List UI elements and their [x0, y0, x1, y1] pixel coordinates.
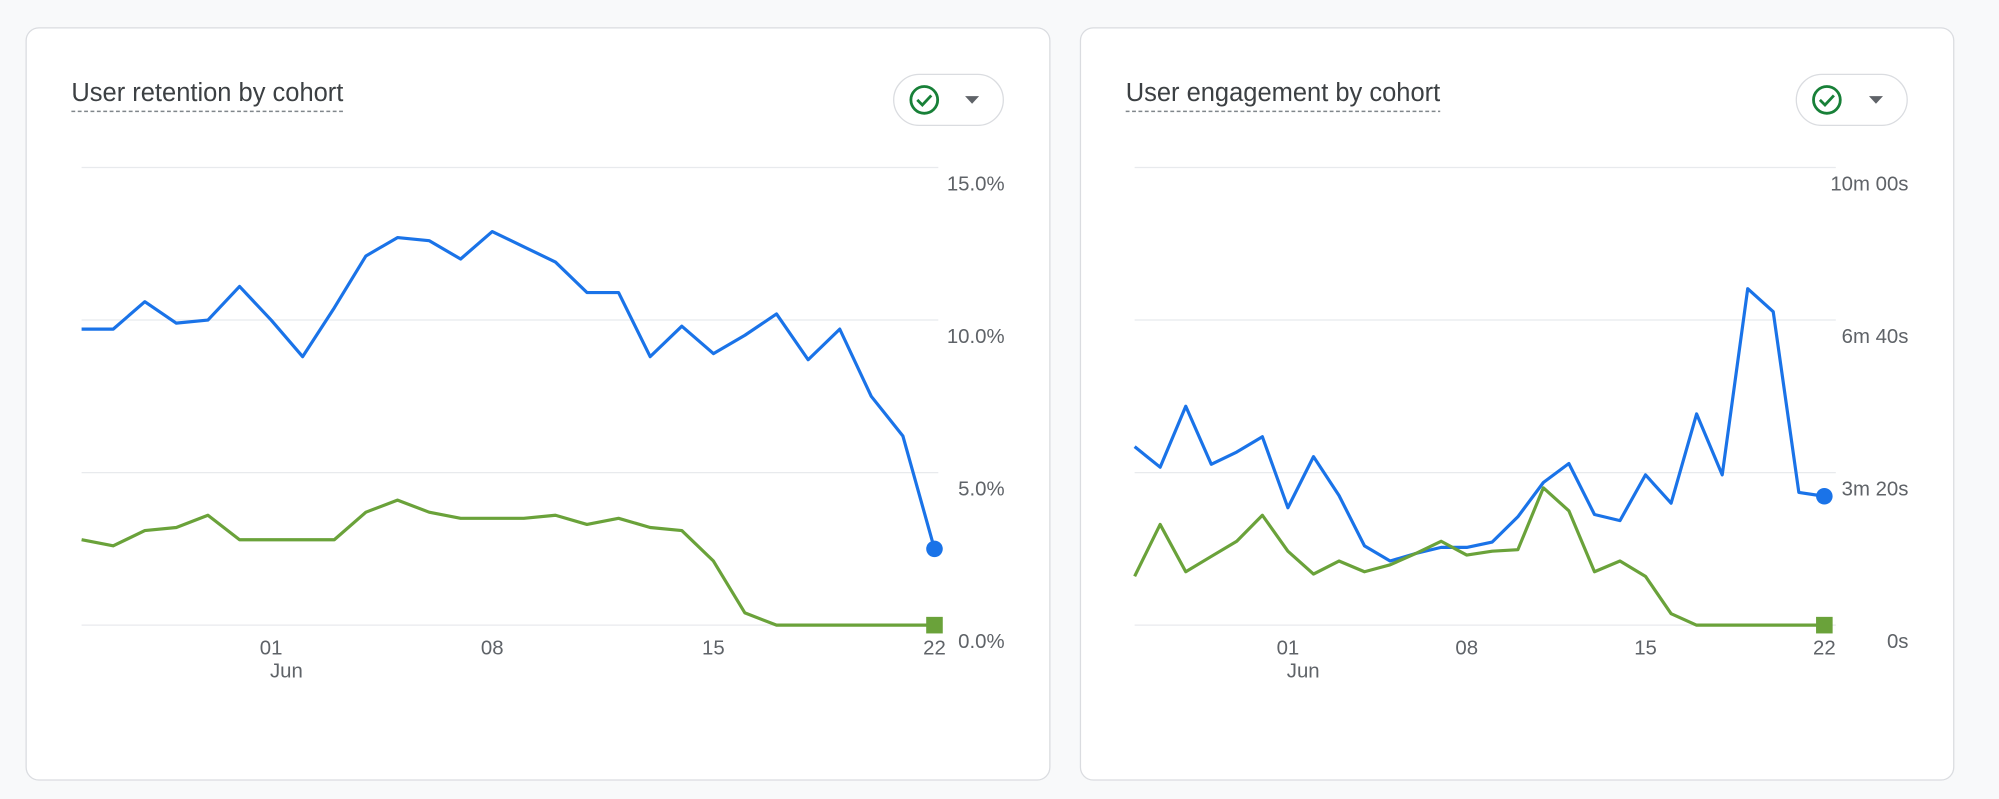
- x-month-label: Jun: [1287, 660, 1320, 682]
- compare-button[interactable]: [893, 73, 1004, 127]
- dropdown-icon: [1868, 96, 1883, 104]
- dropdown-icon: [965, 96, 980, 104]
- y-tick-label: 5.0%: [958, 479, 1004, 501]
- end-marker: [1816, 616, 1833, 634]
- y-tick-label: 10.0%: [947, 326, 1005, 348]
- y-tick-label: 6m 40s: [1842, 326, 1909, 348]
- card: [25, 27, 1051, 781]
- x-tick-label: 15: [1634, 637, 1657, 659]
- series-line: [1133, 287, 1825, 563]
- y-tick-label: 0.0%: [958, 631, 1004, 653]
- check-icon: [1818, 94, 1835, 108]
- x-tick-label: 01: [260, 637, 283, 659]
- check-icon: [909, 85, 940, 115]
- end-marker: [1816, 487, 1833, 505]
- card: [1079, 27, 1955, 781]
- y-tick-label: 3m 20s: [1842, 479, 1909, 501]
- series-line: [81, 498, 935, 627]
- y-tick-label: 0s: [1887, 631, 1909, 653]
- check-icon: [1812, 85, 1842, 115]
- y-tick-label: 10m 00s: [1830, 173, 1908, 195]
- series-line: [1133, 486, 1825, 627]
- check-icon: [916, 94, 933, 108]
- end-marker: [926, 540, 943, 558]
- x-tick-label: 15: [702, 637, 725, 659]
- x-tick-label: 01: [1277, 637, 1300, 659]
- x-tick-label: 22: [923, 637, 946, 659]
- x-tick-label: 22: [1813, 637, 1836, 659]
- card-title[interactable]: User engagement by cohort: [1126, 79, 1441, 107]
- compare-button[interactable]: [1795, 73, 1908, 127]
- x-tick-label: 08: [481, 637, 504, 659]
- card-title[interactable]: User retention by cohort: [71, 79, 343, 107]
- end-marker: [926, 616, 943, 634]
- x-month-label: Jun: [270, 660, 303, 682]
- y-tick-label: 15.0%: [947, 173, 1005, 195]
- series-line: [81, 230, 937, 550]
- x-tick-label: 08: [1455, 637, 1478, 659]
